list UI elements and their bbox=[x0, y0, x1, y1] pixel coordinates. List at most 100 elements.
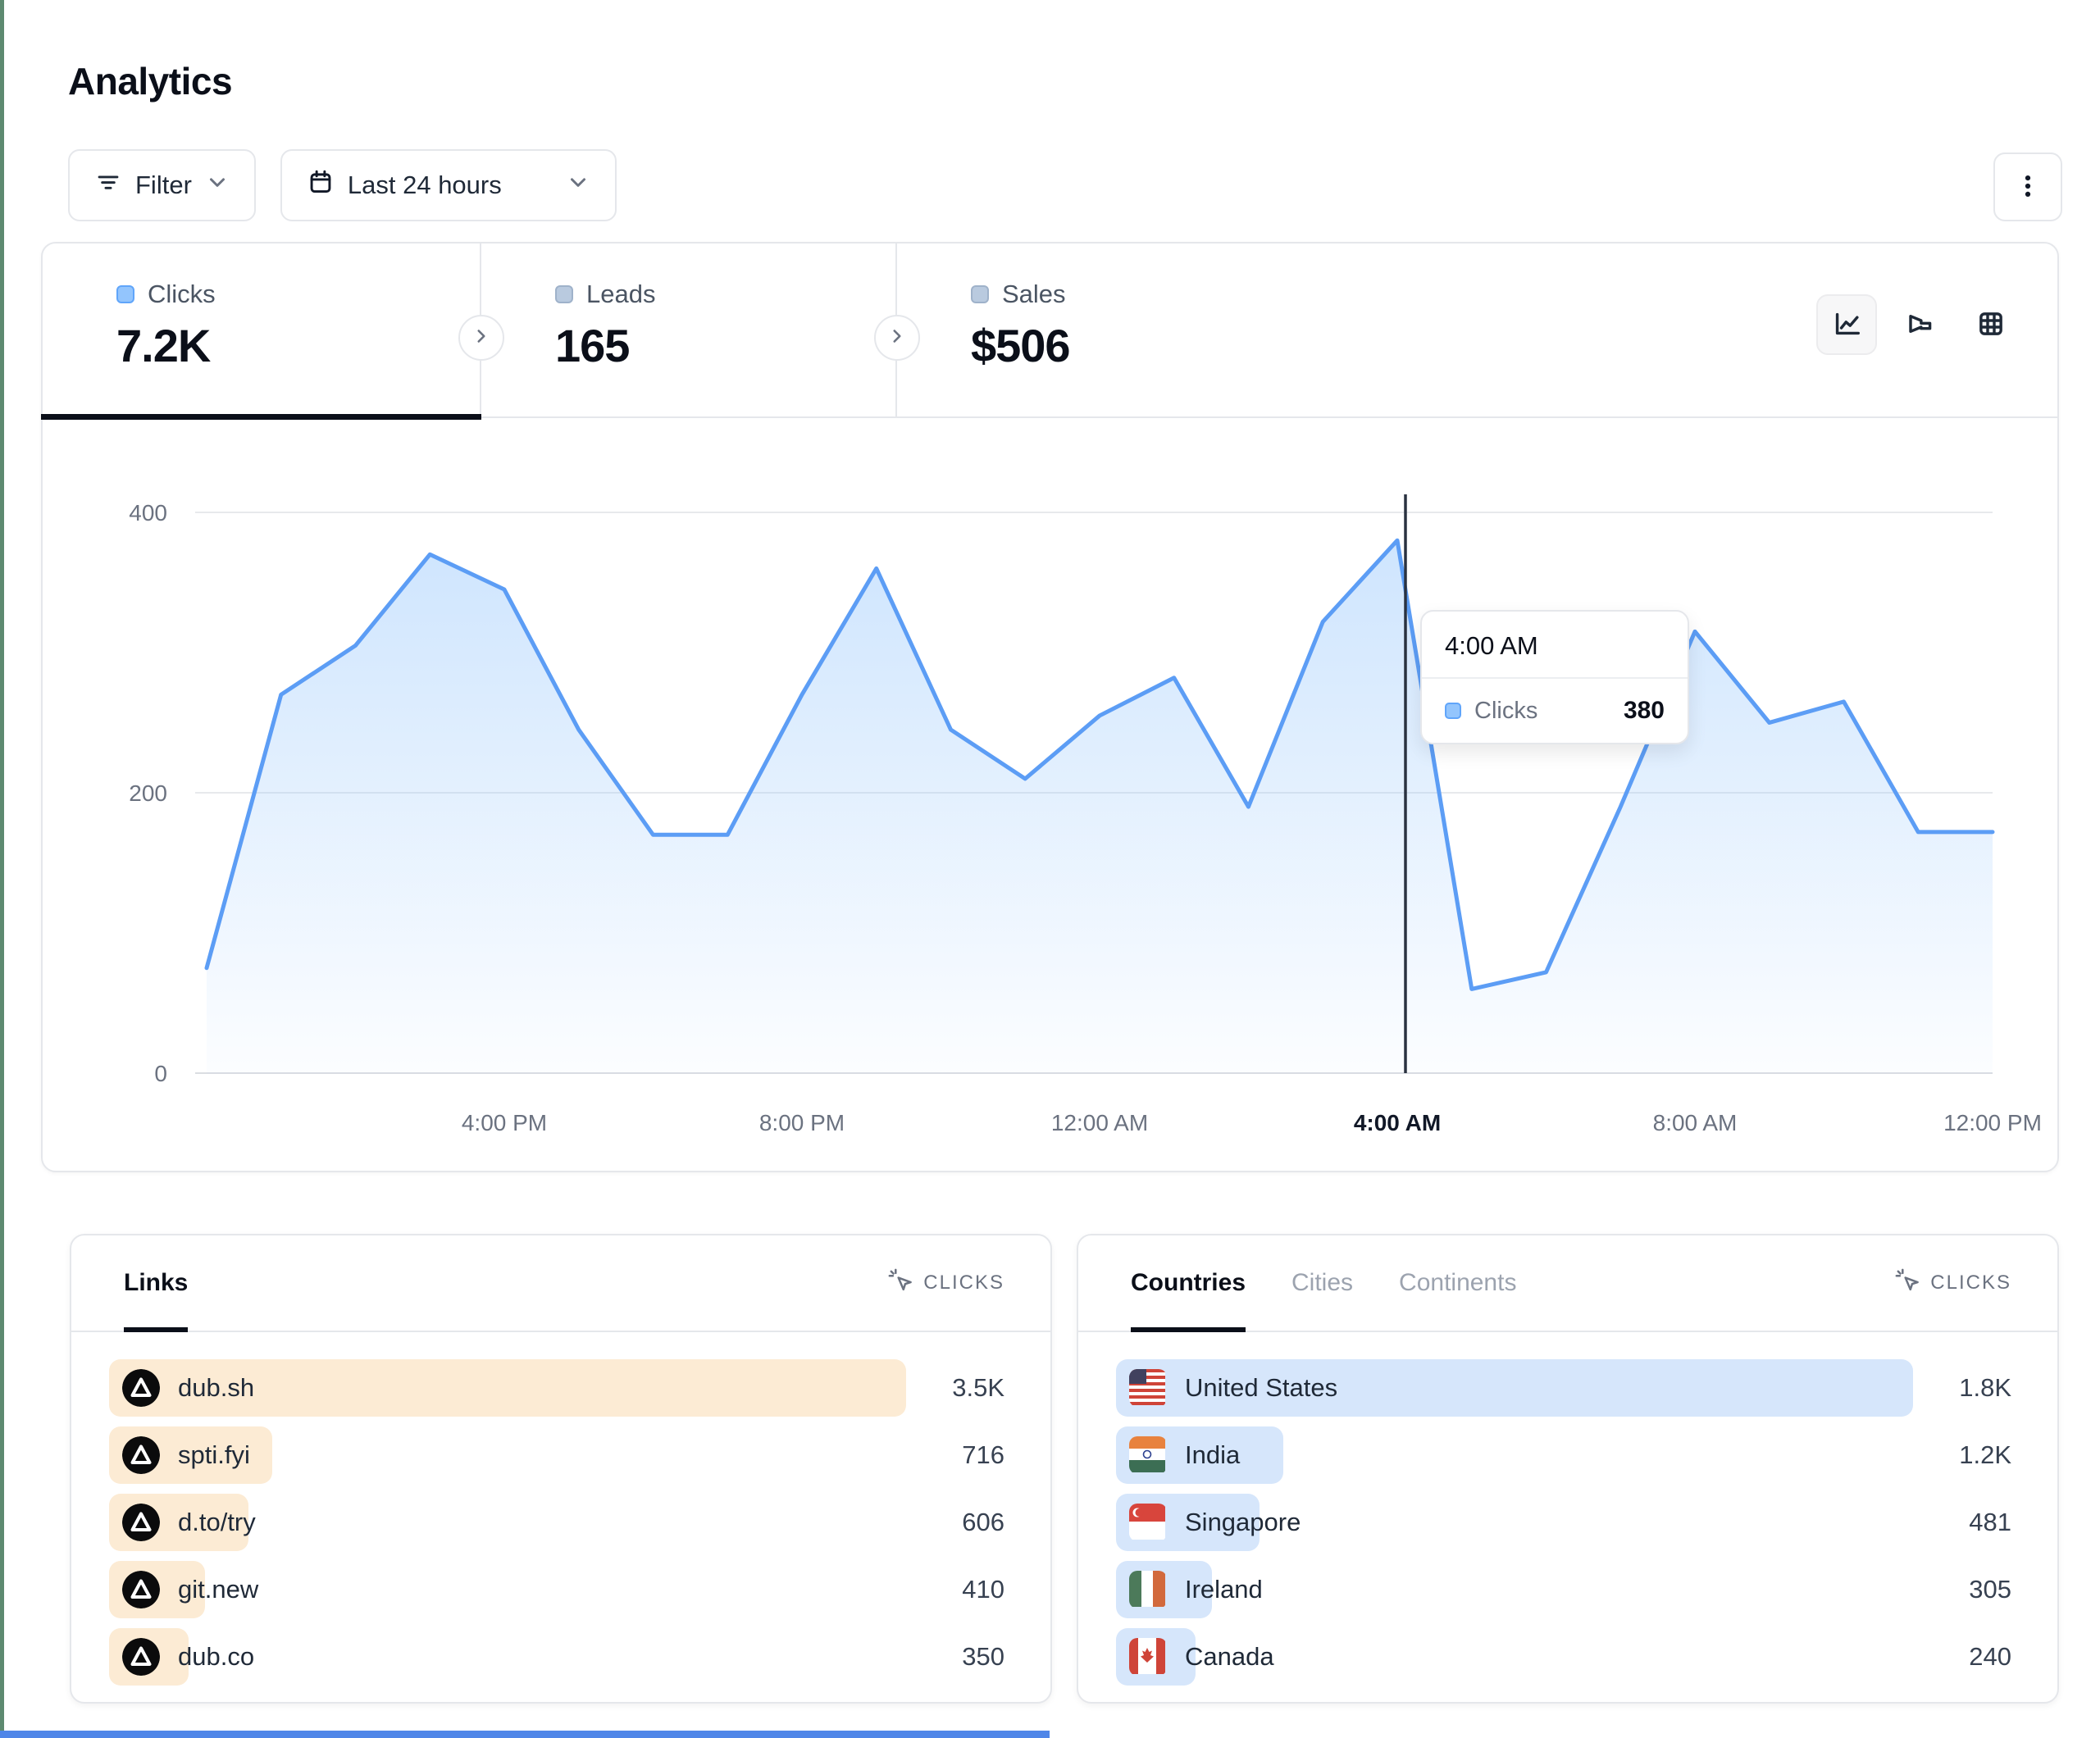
countries-metric-label: CLICKS bbox=[1930, 1272, 2011, 1294]
svg-text:400: 400 bbox=[129, 500, 167, 525]
active-tab-underline bbox=[41, 414, 481, 420]
table-grid-icon bbox=[1975, 307, 2007, 343]
countries-metric-header[interactable]: CLICKS bbox=[1894, 1267, 2011, 1299]
filter-icon bbox=[94, 168, 122, 202]
row-label: Singapore bbox=[1185, 1508, 1301, 1536]
country-row[interactable]: Ireland 305 bbox=[1116, 1558, 2011, 1621]
row-bar-track: Canada bbox=[1116, 1626, 1913, 1688]
row-bar-track: git.new bbox=[109, 1558, 906, 1621]
row-bar-track: United States bbox=[1116, 1357, 1913, 1419]
link-row[interactable]: dub.sh 3.5K bbox=[109, 1357, 1004, 1419]
clicks-value: 7.2K bbox=[116, 320, 211, 371]
dub-logo-icon bbox=[122, 1436, 160, 1474]
clicks-area-chart[interactable]: 0 200 400 4:00 PM 8:00 PM 12:00 AM 4:00 AM 8:00… bbox=[43, 448, 2057, 1153]
link-row[interactable]: spti.fyi 716 bbox=[109, 1424, 1004, 1486]
funnel-icon bbox=[1902, 307, 1935, 343]
tab-cities-label: Cities bbox=[1291, 1269, 1354, 1296]
row-label: d.to/try bbox=[178, 1508, 256, 1536]
links-metric-header[interactable]: CLICKS bbox=[887, 1267, 1004, 1299]
x-axis-tick-label: 12:00 PM bbox=[1943, 1110, 2042, 1135]
row-bar-track: Ireland bbox=[1116, 1558, 1913, 1621]
link-row[interactable]: dub.co 350 bbox=[109, 1626, 1004, 1688]
chart-canvas: 0 200 400 4:00 PM 8:00 PM 12:00 AM 4:00 AM 8:00… bbox=[129, 494, 2042, 1135]
row-label: dub.sh bbox=[178, 1373, 255, 1402]
chevron-right-icon bbox=[886, 325, 908, 351]
countries-card: Countries Cities Continents bbox=[1077, 1234, 2059, 1704]
row-label: dub.co bbox=[178, 1642, 255, 1671]
dub-logo-icon bbox=[122, 1638, 160, 1676]
link-row[interactable]: d.to/try 606 bbox=[109, 1491, 1004, 1554]
line-chart-view-button[interactable] bbox=[1816, 294, 1877, 355]
chevron-down-icon bbox=[566, 170, 590, 201]
clicks-legend-swatch bbox=[116, 285, 134, 303]
row-value: 716 bbox=[962, 1440, 1004, 1469]
chart-mode-switcher bbox=[1816, 294, 2021, 355]
tab-countries[interactable]: Countries bbox=[1131, 1235, 1246, 1332]
leads-label: Leads bbox=[586, 280, 656, 308]
tab-links[interactable]: Links bbox=[124, 1235, 189, 1332]
leads-value: 165 bbox=[555, 320, 630, 371]
cursor-rays-icon bbox=[1894, 1267, 1920, 1299]
row-bar-track: Singapore bbox=[1116, 1491, 1913, 1554]
row-value: 410 bbox=[962, 1575, 1004, 1604]
us-flag-icon bbox=[1129, 1369, 1167, 1407]
bottom-edge-strip bbox=[0, 1731, 1050, 1738]
dub-logo-icon bbox=[122, 1504, 160, 1541]
breakdown-panels: Links CLICKS dub.sh 3.5K spti.fyi 716 d.to/t… bbox=[70, 1234, 2059, 1704]
row-bar-track: dub.co bbox=[109, 1626, 906, 1688]
countries-list: United States 1.8K India 1.2K Singapore 481 Ir… bbox=[1078, 1332, 2057, 1702]
country-row[interactable]: United States 1.8K bbox=[1116, 1357, 2011, 1419]
tab-cities[interactable]: Cities bbox=[1291, 1235, 1353, 1331]
tab-leads[interactable]: Leads 165 bbox=[481, 243, 897, 416]
row-value: 1.8K bbox=[1959, 1373, 2011, 1402]
country-row[interactable]: Canada 240 bbox=[1116, 1626, 2011, 1688]
tooltip-series-swatch bbox=[1445, 703, 1461, 719]
x-axis-tick-label: 12:00 AM bbox=[1051, 1110, 1148, 1135]
svg-text:0: 0 bbox=[154, 1061, 167, 1086]
left-edge-strip bbox=[0, 0, 4, 1738]
chevron-right-icon bbox=[471, 325, 492, 351]
page-title: Analytics bbox=[68, 60, 233, 102]
row-value: 1.2K bbox=[1959, 1440, 2011, 1469]
links-list: dub.sh 3.5K spti.fyi 716 d.to/try 606 git.new 4… bbox=[71, 1332, 1050, 1702]
row-value: 240 bbox=[1969, 1642, 2011, 1671]
stats-header: Clicks 7.2K Leads 165 Sales $506 bbox=[41, 243, 2057, 420]
leads-legend-swatch bbox=[555, 285, 573, 303]
funnel-view-button[interactable] bbox=[1888, 294, 1949, 355]
country-row[interactable]: India 1.2K bbox=[1116, 1424, 2011, 1486]
tab-countries-label: Countries bbox=[1131, 1269, 1246, 1296]
row-value: 606 bbox=[962, 1508, 1004, 1536]
date-range-button[interactable]: Last 24 hours bbox=[280, 149, 617, 221]
country-row[interactable]: Singapore 481 bbox=[1116, 1491, 2011, 1554]
next-tab-button[interactable] bbox=[458, 315, 504, 361]
tab-continents[interactable]: Continents bbox=[1399, 1235, 1516, 1331]
analytics-chart-card: Clicks 7.2K Leads 165 Sales $506 bbox=[41, 242, 2059, 1172]
row-label: Canada bbox=[1185, 1642, 1274, 1671]
in-flag-icon bbox=[1129, 1436, 1167, 1474]
row-bar-track: dub.sh bbox=[109, 1357, 906, 1419]
tab-sales[interactable]: Sales $506 bbox=[897, 243, 2057, 416]
svg-text:200: 200 bbox=[129, 780, 167, 806]
row-bar-track: India bbox=[1116, 1424, 1913, 1486]
sales-label: Sales bbox=[1002, 280, 1066, 308]
date-range-label: Last 24 hours bbox=[347, 171, 502, 199]
row-value: 481 bbox=[1969, 1508, 2011, 1536]
line-chart-icon bbox=[1830, 307, 1863, 343]
table-view-button[interactable] bbox=[1961, 294, 2021, 355]
calendar-icon bbox=[307, 168, 335, 202]
cursor-rays-icon bbox=[887, 1267, 913, 1299]
row-value: 305 bbox=[1969, 1575, 2011, 1604]
sales-legend-swatch bbox=[971, 285, 989, 303]
clicks-label: Clicks bbox=[148, 280, 216, 308]
next-tab-button[interactable] bbox=[874, 315, 920, 361]
link-row[interactable]: git.new 410 bbox=[109, 1558, 1004, 1621]
more-options-button[interactable] bbox=[1993, 152, 2062, 221]
tab-links-label: Links bbox=[124, 1269, 189, 1296]
row-label: India bbox=[1185, 1440, 1241, 1469]
tooltip-value: 380 bbox=[1623, 697, 1665, 724]
tab-clicks[interactable]: Clicks 7.2K bbox=[41, 243, 481, 420]
x-axis-tick-label: 8:00 PM bbox=[759, 1110, 845, 1135]
dub-logo-icon bbox=[122, 1571, 160, 1608]
filter-button[interactable]: Filter bbox=[68, 149, 256, 221]
